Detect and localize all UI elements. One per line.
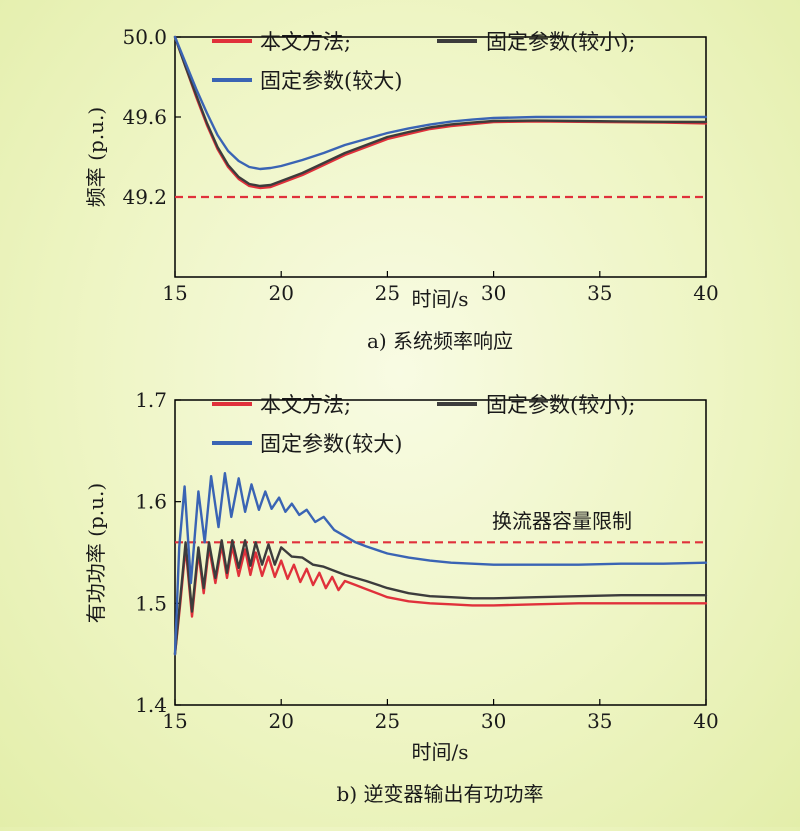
plot-area (174, 36, 707, 278)
legend-label-fixed-large: 固定参数(较大) (260, 69, 402, 93)
series-line-proposed (173, 35, 708, 190)
x-tick-label: 40 (693, 281, 718, 305)
y-tick-label: 50.0 (122, 25, 167, 49)
legend-label-proposed: 本文方法; (260, 30, 351, 54)
y-tick-label: 49.6 (122, 105, 167, 129)
chart-caption: a) 系统频率响应 (367, 329, 513, 353)
x-tick-label: 35 (587, 281, 612, 305)
x-tick-label: 25 (375, 281, 400, 305)
x-tick-label: 40 (693, 709, 718, 733)
y-tick-label: 1.4 (135, 693, 167, 717)
legend-label-fixed-small: 固定参数(较小); (486, 30, 635, 54)
series-lines (173, 472, 708, 656)
reference-line-label: 换流器容量限制 (492, 509, 632, 533)
series-lines (173, 35, 708, 190)
chart-frequency-response: 15 20 25 30 35 40 49.2 49.6 50.0 本文方法; 固定参数(较小);… (84, 25, 719, 353)
y-axis-label: 有功功率 (p.u.) (84, 483, 108, 623)
x-tick-label: 15 (162, 281, 187, 305)
x-tick-label: 30 (481, 709, 506, 733)
legend-label-proposed: 本文方法; (260, 393, 351, 417)
x-tick-label: 15 (162, 709, 187, 733)
y-tick-label: 1.6 (135, 490, 167, 514)
chart-active-power: 15 20 25 30 35 40 1.4 1.5 1.6 1.7 换流器容量限制 本文方法; 固… (84, 388, 719, 806)
x-axis-label: 时间/s (411, 740, 468, 764)
axis-ticks: 15 20 25 30 35 40 49.2 49.6 50.0 (122, 25, 718, 305)
y-axis-label: 频率 (p.u.) (84, 107, 108, 207)
series-line-fixed-small (173, 539, 708, 656)
x-tick-label: 25 (375, 709, 400, 733)
chart-caption: b) 逆变器输出有功功率 (337, 782, 544, 806)
x-axis-label: 时间/s (411, 287, 468, 311)
plot-area (174, 399, 707, 706)
x-tick-label: 20 (268, 709, 293, 733)
x-tick-label: 30 (481, 281, 506, 305)
x-tick-label: 20 (268, 281, 293, 305)
y-tick-label: 1.7 (135, 388, 167, 412)
legend: 本文方法; 固定参数(较小); 固定参数(较大) (212, 30, 635, 93)
legend-label-fixed-large: 固定参数(较大) (260, 432, 402, 456)
series-line-fixed-small (173, 35, 708, 188)
y-tick-label: 49.2 (122, 185, 167, 209)
axis-ticks: 15 20 25 30 35 40 1.4 1.5 1.6 1.7 (135, 388, 719, 733)
series-line-fixed-large (173, 472, 708, 656)
legend: 本文方法; 固定参数(较小); 固定参数(较大) (212, 393, 635, 456)
series-line-fixed-large (173, 35, 708, 171)
y-tick-label: 1.5 (135, 591, 167, 615)
x-tick-label: 35 (587, 709, 612, 733)
legend-label-fixed-small: 固定参数(较小); (486, 393, 635, 417)
